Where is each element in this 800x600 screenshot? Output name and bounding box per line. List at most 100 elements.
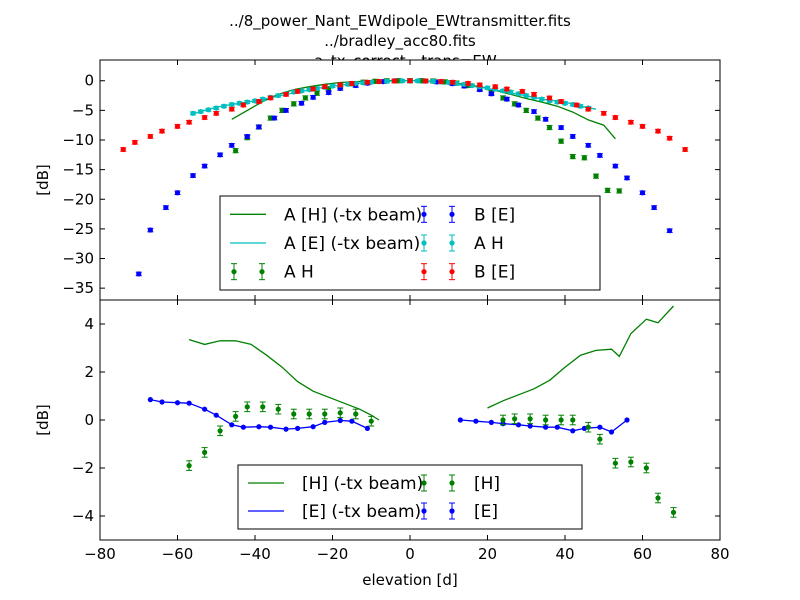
series-0-5-point xyxy=(391,78,398,84)
series-0-5-point xyxy=(612,114,618,121)
ytick-label: −10 xyxy=(62,131,94,149)
series-1-4-point xyxy=(353,411,359,417)
legend-point-marker xyxy=(231,269,237,275)
series-1-2-point xyxy=(213,412,219,418)
series-0-4-point xyxy=(515,91,522,97)
series-0-5-point xyxy=(655,128,661,134)
series-0-3-point xyxy=(570,133,576,140)
series-0-5-point xyxy=(174,123,181,129)
legend-box xyxy=(219,195,601,291)
series-0-2-point xyxy=(314,90,320,96)
series-0-2-point xyxy=(291,101,297,107)
series-1-4-point xyxy=(244,404,250,410)
series-1-4-point xyxy=(628,459,634,465)
ytick-label: −4 xyxy=(72,507,94,525)
series-1-0-line xyxy=(188,338,380,421)
legend-label: [H] xyxy=(474,474,500,494)
legend-label: [E] xyxy=(474,502,498,522)
ytick-label: −30 xyxy=(62,250,94,268)
series-0-5-point xyxy=(240,102,246,108)
series-1-4-point xyxy=(322,411,328,417)
series-0-3-point xyxy=(244,133,250,140)
series-1-4-point xyxy=(643,465,649,471)
series-1-4-point xyxy=(291,411,297,417)
ytick-label: 0 xyxy=(84,72,94,90)
series-0-4-point xyxy=(500,88,506,94)
xtick-label: 60 xyxy=(633,545,652,563)
series-0-3-point xyxy=(256,124,262,130)
series-0-3-point xyxy=(639,190,646,196)
series-0-3-point xyxy=(488,91,494,97)
series-1-2-point xyxy=(240,424,246,430)
series-0-2-point xyxy=(605,187,611,193)
series-1-4-point xyxy=(655,495,661,501)
series-0-3-point xyxy=(504,96,510,102)
series-1-3-point xyxy=(543,424,549,430)
series-1-3-point xyxy=(457,417,463,423)
series-0-3-point xyxy=(612,163,618,169)
series-1-4-point xyxy=(260,404,266,410)
series-0-5-point xyxy=(132,139,138,145)
series-0-5-point xyxy=(628,119,634,125)
series-1-3-point xyxy=(570,428,576,434)
top-plot: 0−5−10−15−20−25−30−35A [H] (-tx beam)A [… xyxy=(62,59,721,301)
legend-label: A [H] (-tx beam) xyxy=(284,205,422,225)
series-0-4-point xyxy=(275,92,281,99)
series-0-5-point xyxy=(601,110,607,116)
series-0-5-point xyxy=(438,78,444,85)
series-0-5-point xyxy=(267,95,274,101)
series-0-3-point xyxy=(310,94,316,100)
series-1-4-point xyxy=(570,417,576,423)
series-0-5-point xyxy=(322,84,328,90)
series-1-4-point xyxy=(585,424,591,430)
title-line-2: ../bradley_acc80.fits xyxy=(324,32,476,51)
xtick-label: −40 xyxy=(239,545,271,563)
series-1-2-point xyxy=(174,400,181,406)
series-1-4-point xyxy=(558,417,564,423)
series-1-3-point xyxy=(624,417,630,423)
legend-label: A H xyxy=(474,234,504,254)
legend-box xyxy=(237,464,583,530)
series-0-3-point xyxy=(283,107,289,113)
series-0-5-point xyxy=(639,123,646,129)
legend-label: A H xyxy=(284,263,314,283)
ytick-label: −25 xyxy=(62,220,94,238)
series-1-4-point xyxy=(512,416,518,422)
series-0-5-point xyxy=(407,78,413,84)
series-1-2-point xyxy=(186,400,192,406)
legend-point-marker xyxy=(421,269,427,275)
series-group-1 xyxy=(147,305,677,518)
series-0-3-point xyxy=(624,175,630,181)
series-0-5-point xyxy=(364,79,370,85)
series-0-2-point xyxy=(570,153,576,160)
legend-label: B [E] xyxy=(474,205,515,225)
xtick-label: 20 xyxy=(478,545,497,563)
series-0-5-point xyxy=(337,82,343,88)
series-0-5-point xyxy=(492,84,498,90)
series-1-3-point xyxy=(554,424,560,430)
series-0-3-point xyxy=(531,108,537,115)
series-0-3-point xyxy=(190,172,196,179)
series-0-3-point xyxy=(174,190,181,196)
series-0-2-point xyxy=(546,124,553,131)
series-1-2-point xyxy=(159,399,165,405)
series-0-5-point xyxy=(585,106,591,112)
series-1-1-line xyxy=(487,305,674,409)
series-0-5-point xyxy=(477,82,483,88)
ytick-label: 4 xyxy=(84,315,94,333)
legend-point-marker xyxy=(449,240,455,246)
xtick-label: −80 xyxy=(84,545,116,563)
series-0-2-point xyxy=(616,188,622,194)
series-0-3-point xyxy=(543,116,549,122)
series-1-2-point xyxy=(147,397,153,403)
series-0-4-point xyxy=(469,82,475,89)
series-0-2-point xyxy=(593,173,599,179)
xtick-label: −60 xyxy=(162,545,194,563)
series-1-4-point xyxy=(612,460,618,466)
series-1-4-point xyxy=(670,509,677,515)
series-0-4-point xyxy=(190,110,196,116)
series-0-2-point xyxy=(523,107,529,113)
series-0-3-point xyxy=(229,142,235,148)
ytick-label: −35 xyxy=(62,279,94,297)
